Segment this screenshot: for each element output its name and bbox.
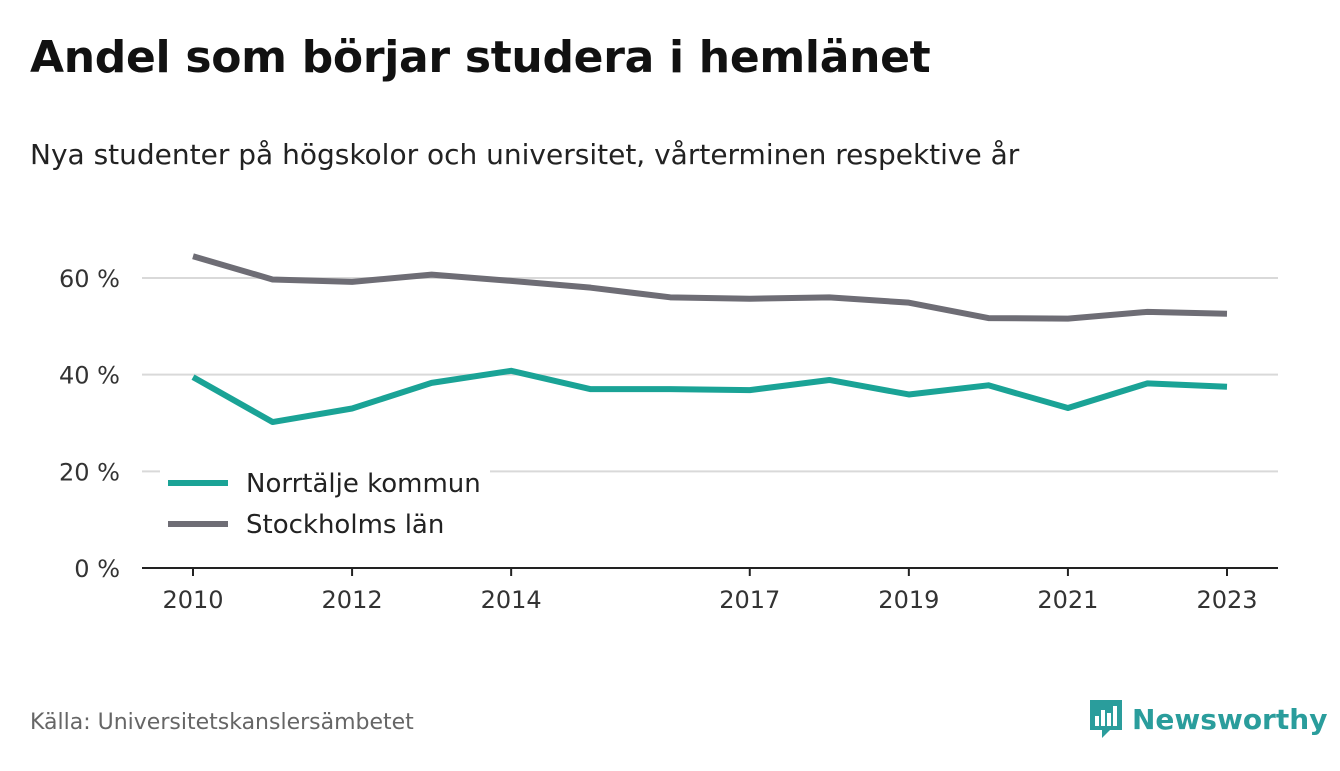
- legend-label: Norrtälje kommun: [246, 469, 481, 499]
- y-tick-label: 60 %: [59, 265, 120, 293]
- page-subtitle: Nya studenter på högskolor och universit…: [30, 138, 1020, 171]
- x-axis-ticks: 2010 2012 2014 2017 2019 2021 2023: [162, 568, 1258, 614]
- legend: Norrtälje kommun Stockholms län: [160, 462, 490, 552]
- series-line-1: [192, 253, 1228, 322]
- line-chart: 0 % 20 % 40 % 60 % 2010 2012 2014 2017 2019 2021…: [59, 253, 1278, 614]
- y-tick-label: 20 %: [59, 458, 120, 486]
- x-tick-label: 2023: [1196, 586, 1257, 614]
- legend-background: [160, 462, 490, 552]
- y-tick-label: 0 %: [74, 555, 120, 583]
- y-tick-label: 40 %: [59, 362, 120, 390]
- page-title: Andel som börjar studera i hemlänet: [30, 32, 931, 83]
- brand-name: Newsworthy: [1132, 702, 1328, 736]
- x-tick-label: 2017: [719, 586, 780, 614]
- x-tick-label: 2019: [878, 586, 939, 614]
- newsworthy-logo-icon: [1090, 700, 1122, 738]
- gridlines: [142, 277, 1278, 473]
- x-tick-label: 2021: [1037, 586, 1098, 614]
- series-lines: [191, 253, 1228, 426]
- brand-logo[interactable]: Newsworthy: [1088, 698, 1327, 740]
- series-line-0: [191, 367, 1228, 426]
- x-tick-label: 2014: [481, 586, 542, 614]
- source-note: Källa: Universitetskanslersämbetet: [30, 710, 414, 735]
- legend-label: Stockholms län: [246, 510, 444, 540]
- y-axis-ticks: 0 % 20 % 40 % 60 %: [59, 265, 120, 583]
- x-tick-label: 2010: [162, 586, 223, 614]
- x-tick-label: 2012: [322, 586, 383, 614]
